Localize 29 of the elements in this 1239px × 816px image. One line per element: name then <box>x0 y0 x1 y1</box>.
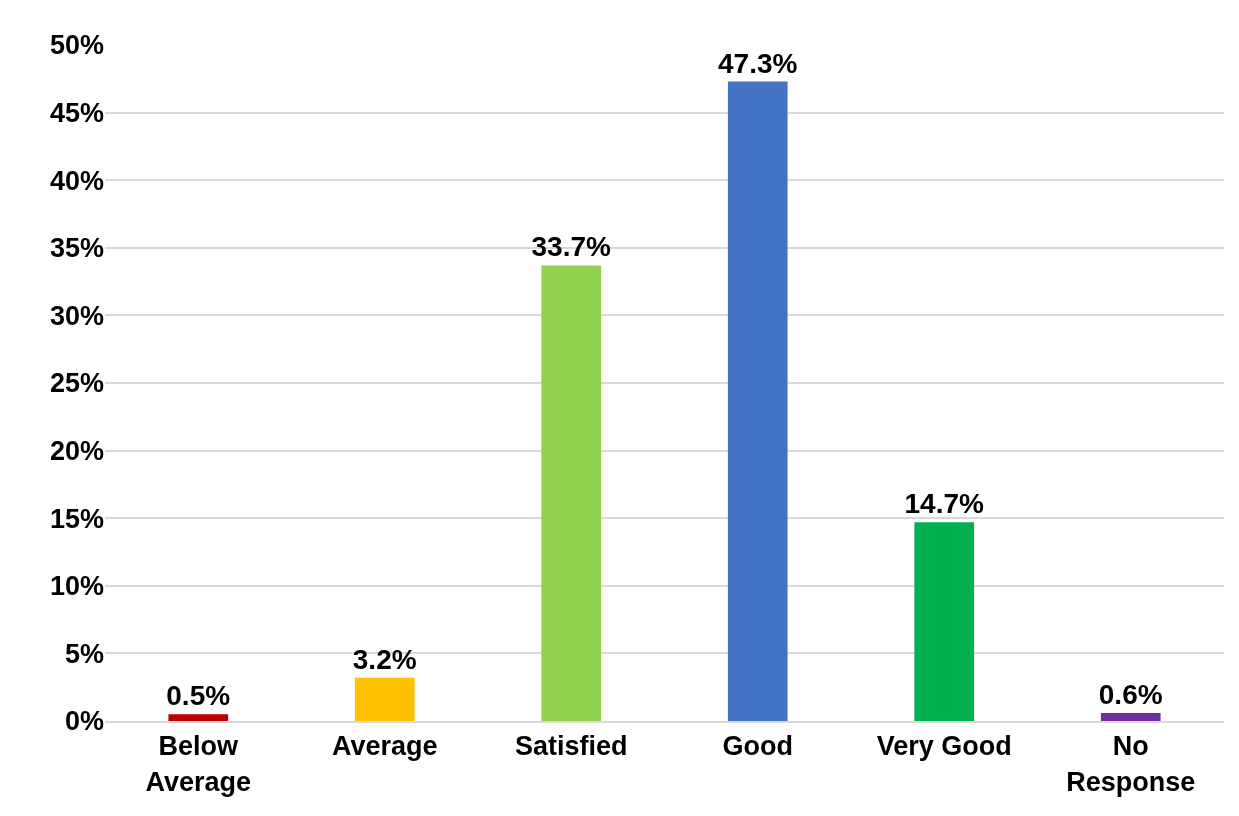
y-tick-label: 35% <box>49 233 104 264</box>
data-label: 33.7% <box>531 231 611 263</box>
x-tick-label: Below Average <box>145 731 252 797</box>
data-label: 0.6% <box>1098 678 1163 710</box>
bar <box>1100 712 1161 721</box>
x-tick-label: Average <box>331 731 438 762</box>
x-tick-label: Satisfied <box>514 731 628 762</box>
bar <box>727 81 788 721</box>
x-tick-label: Good <box>722 731 793 762</box>
data-label: 14.7% <box>904 488 984 520</box>
bar <box>354 677 415 721</box>
y-tick-label: 20% <box>49 436 104 467</box>
y-tick-label: 45% <box>49 98 104 129</box>
y-tick-label: 5% <box>64 638 104 669</box>
x-tick-label: No Response <box>1066 731 1196 797</box>
bar <box>914 522 975 721</box>
y-tick-label: 0% <box>64 706 104 737</box>
y-tick-label: 15% <box>49 503 104 534</box>
data-label: 0.5% <box>166 680 231 712</box>
y-tick-label: 25% <box>49 368 104 399</box>
y-tick-label: 50% <box>49 30 104 61</box>
bar <box>168 714 229 721</box>
y-tick-label: 40% <box>49 165 104 196</box>
y-tick-label: 30% <box>49 300 104 331</box>
x-tick-label: Very Good <box>876 731 1012 762</box>
bar <box>541 265 602 721</box>
data-label: 3.2% <box>352 643 417 675</box>
data-label: 47.3% <box>718 47 798 79</box>
y-tick-label: 10% <box>49 571 104 602</box>
